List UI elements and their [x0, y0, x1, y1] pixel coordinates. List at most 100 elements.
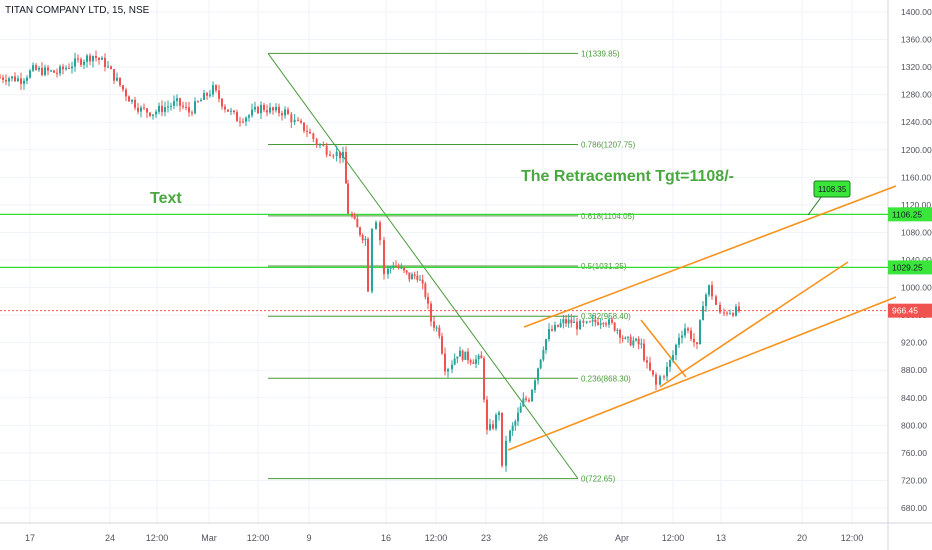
y-tick-label: 840.00 [901, 393, 927, 403]
candle-body [11, 76, 13, 79]
candle-body [416, 275, 419, 280]
candle-body [459, 350, 461, 357]
candle-body [309, 131, 311, 134]
candle-body [191, 112, 193, 114]
candle-body [419, 279, 421, 281]
candle-body [663, 376, 665, 378]
candle-body [397, 266, 400, 269]
candle-body [17, 78, 19, 82]
candle-body [576, 321, 578, 330]
candle-body [35, 65, 37, 70]
trend-line [640, 319, 687, 378]
candle-body [690, 330, 692, 339]
y-tick-label: 1240.00 [901, 117, 932, 127]
candle-body [591, 319, 594, 322]
candle-body [554, 324, 556, 331]
candle-body [534, 380, 536, 390]
candle-body [705, 294, 707, 307]
candle-body [522, 398, 525, 407]
candle-body [379, 222, 381, 241]
candle-body [501, 412, 503, 466]
candle-body [303, 122, 305, 131]
candle-body [687, 328, 689, 331]
candle-body [483, 358, 485, 400]
candle-body [146, 108, 148, 113]
candle-body [464, 351, 467, 360]
horizontal-level-tag [888, 260, 932, 275]
candle-body [89, 55, 91, 62]
last-price-label: 966.45 [892, 306, 918, 316]
chart-title: TITAN COMPANY LTD, 15, NSE [5, 5, 150, 16]
candle-body [329, 154, 331, 156]
candle-body [164, 107, 166, 113]
candle-body [367, 239, 369, 292]
candle-body [315, 139, 318, 145]
candle-body [375, 222, 377, 229]
candle-body [332, 155, 335, 157]
x-tick-label: 12:00 [841, 533, 864, 543]
candle-body [433, 321, 435, 328]
candle-body [215, 85, 217, 91]
candle-body [41, 67, 43, 75]
candle-body [486, 399, 488, 430]
horizontal-level-label: 1029.25 [892, 262, 923, 272]
candle-body [173, 101, 175, 106]
x-tick-label: 20 [797, 533, 807, 543]
y-tick-label: 1040.00 [901, 255, 932, 265]
y-tick-label: 1360.00 [901, 35, 932, 45]
candle-body [322, 144, 325, 146]
y-tick-label: 720.00 [901, 475, 927, 485]
candle-body [408, 272, 411, 280]
candle-body [649, 362, 651, 371]
candle-body [359, 227, 361, 235]
candle-body [447, 369, 449, 372]
candle-body [573, 321, 575, 323]
candle-body [723, 312, 725, 314]
candle-body [477, 355, 480, 360]
candle-body [613, 322, 616, 331]
candle-body [383, 240, 385, 275]
candle-body [339, 151, 341, 159]
candle-body [726, 312, 728, 314]
candle-body [517, 412, 519, 422]
candle-body [287, 109, 289, 115]
x-tick-label: 17 [25, 533, 35, 543]
candle-body [472, 362, 475, 364]
candle-body [83, 61, 85, 65]
candle-body [585, 321, 588, 323]
y-tick-label: 760.00 [901, 448, 927, 458]
candle-body [525, 398, 527, 400]
candle-body [342, 151, 344, 159]
candle-body [77, 58, 79, 60]
candle-body [646, 360, 648, 363]
candle-body [356, 218, 359, 228]
candle-body [242, 121, 244, 123]
y-tick-label: 1080.00 [901, 227, 932, 237]
candle-body [711, 285, 713, 297]
candle-body [113, 69, 115, 81]
candle-body [312, 133, 315, 140]
candle-body [29, 70, 31, 78]
candle-body [579, 320, 581, 330]
candle-body [20, 78, 22, 84]
candle-body [110, 66, 112, 70]
candle-body [702, 306, 704, 321]
horizontal-level-label: 1106.25 [892, 209, 922, 219]
candle-body [629, 336, 632, 346]
candle-body [403, 267, 405, 271]
candle-body [188, 107, 190, 113]
candle-body [32, 65, 34, 71]
y-tick-label: 1120.00 [901, 200, 931, 210]
candle-body [269, 107, 271, 113]
candle-body [251, 109, 253, 116]
candle-body [405, 270, 408, 273]
candle-body [681, 335, 683, 338]
candle-body [14, 76, 16, 82]
candle-body [715, 296, 717, 305]
candle-body [155, 111, 157, 115]
candle-body [26, 77, 28, 81]
candle-body [200, 99, 202, 102]
candle-body [511, 425, 514, 431]
